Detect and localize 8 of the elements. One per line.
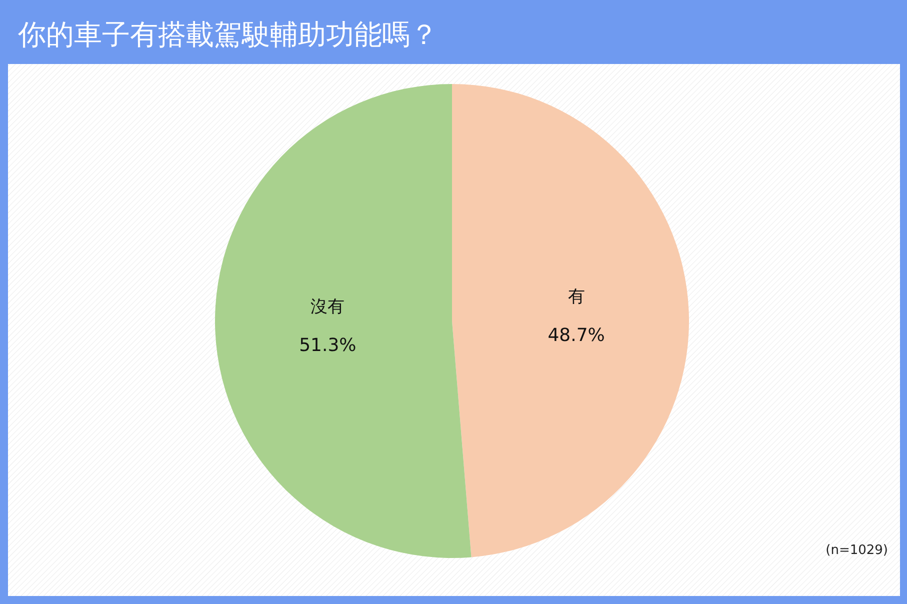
slice-label: 沒有: [310, 297, 345, 318]
data-label: 51.3%: [299, 335, 356, 356]
text: (n=1029): [826, 543, 888, 558]
pie-slice: [215, 84, 472, 558]
data-label: 48.7%: [548, 324, 605, 346]
chart-title: 你的車子有搭載駕駛輔助功能嗎？: [17, 18, 438, 51]
pie-slice: [452, 84, 689, 558]
slice-label: 有: [568, 286, 585, 307]
